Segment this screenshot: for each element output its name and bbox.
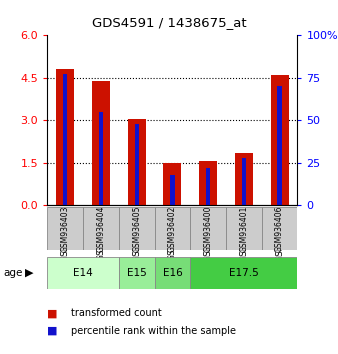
Bar [128, 119, 146, 205]
Text: GSM936404: GSM936404 [96, 205, 105, 252]
Text: GSM936400: GSM936400 [203, 205, 213, 252]
Bar [277, 86, 282, 205]
Text: GSM936406: GSM936406 [275, 205, 284, 252]
Text: GDS4591 / 1438675_at: GDS4591 / 1438675_at [92, 16, 246, 29]
Bar [135, 124, 139, 205]
Text: E17.5: E17.5 [229, 268, 259, 278]
Bar [154, 257, 190, 289]
Text: age: age [3, 268, 23, 278]
Bar [63, 74, 67, 205]
Bar [226, 207, 262, 250]
Bar [235, 153, 253, 205]
Text: percentile rank within the sample: percentile rank within the sample [71, 326, 236, 336]
Bar [92, 81, 110, 205]
Text: ▶: ▶ [25, 268, 34, 278]
Bar [190, 257, 297, 289]
Bar [119, 207, 154, 250]
Bar [242, 158, 246, 205]
Bar [99, 112, 103, 205]
Text: GSM936405: GSM936405 [132, 205, 141, 252]
Text: E15: E15 [127, 268, 147, 278]
Bar [119, 257, 154, 289]
Text: E14: E14 [73, 268, 93, 278]
Bar [199, 161, 217, 205]
Text: GSM936401: GSM936401 [239, 205, 248, 252]
Bar [154, 207, 190, 250]
Bar [56, 69, 74, 205]
Text: E16: E16 [163, 268, 182, 278]
Bar [206, 168, 210, 205]
Bar [170, 175, 174, 205]
Bar [83, 207, 119, 250]
Bar [262, 207, 297, 250]
Text: ■: ■ [47, 308, 58, 318]
Bar [164, 163, 181, 205]
Text: transformed count: transformed count [71, 308, 162, 318]
Bar [190, 207, 226, 250]
Text: GSM936402: GSM936402 [168, 205, 177, 252]
Bar [271, 75, 289, 205]
Bar [47, 257, 119, 289]
Text: ■: ■ [47, 326, 58, 336]
Text: GSM936403: GSM936403 [61, 205, 70, 252]
Bar [47, 207, 83, 250]
